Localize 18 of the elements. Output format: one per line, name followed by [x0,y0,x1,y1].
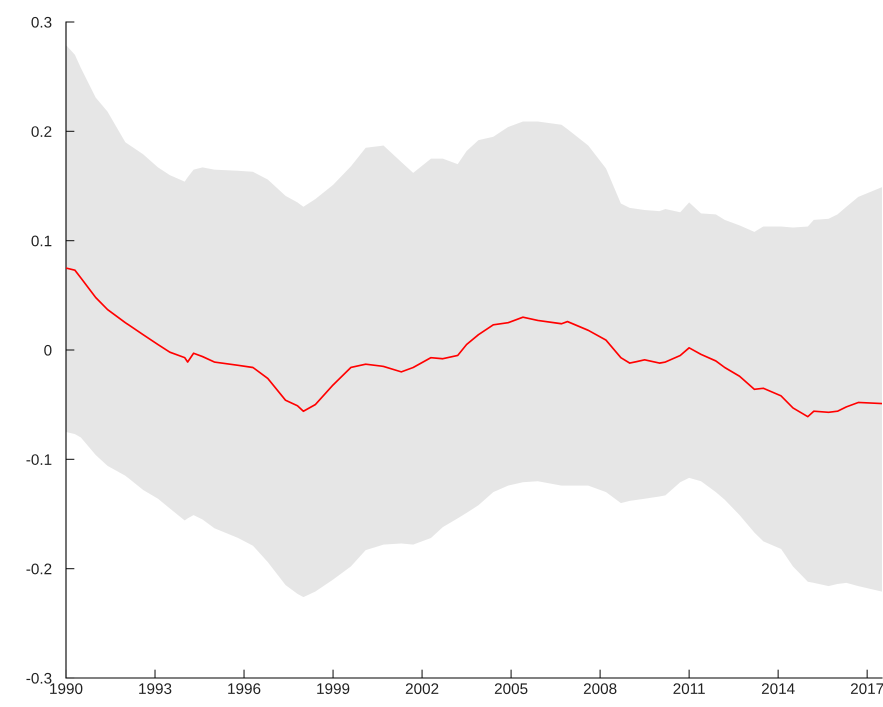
line-series [66,267,882,418]
x-tick-label: 2002 [406,683,438,694]
x-tick-label: 2005 [494,683,528,694]
x-tick-label: 1990 [50,683,82,694]
x-tick-label: 1996 [228,683,260,694]
x-tick-label: 2008 [584,683,616,694]
x-tick-label: 2017 [850,683,883,694]
y-tick-label: 0.2 [31,126,52,138]
y-tick-label: -0.2 [26,564,52,574]
x-tick-label: 1999 [317,683,350,694]
x-tick-label: 1993 [139,683,172,694]
y-tick-label: -0.3 [26,672,52,684]
y-tick-label: 0.1 [31,236,52,246]
y-tick-label: 0.3 [31,16,52,28]
y-tick-label: 0 [44,344,52,356]
x-tick-label: 2014 [762,683,795,694]
x-tick-label: 2011 [673,683,705,694]
y-tick-label: -0.1 [26,454,52,466]
